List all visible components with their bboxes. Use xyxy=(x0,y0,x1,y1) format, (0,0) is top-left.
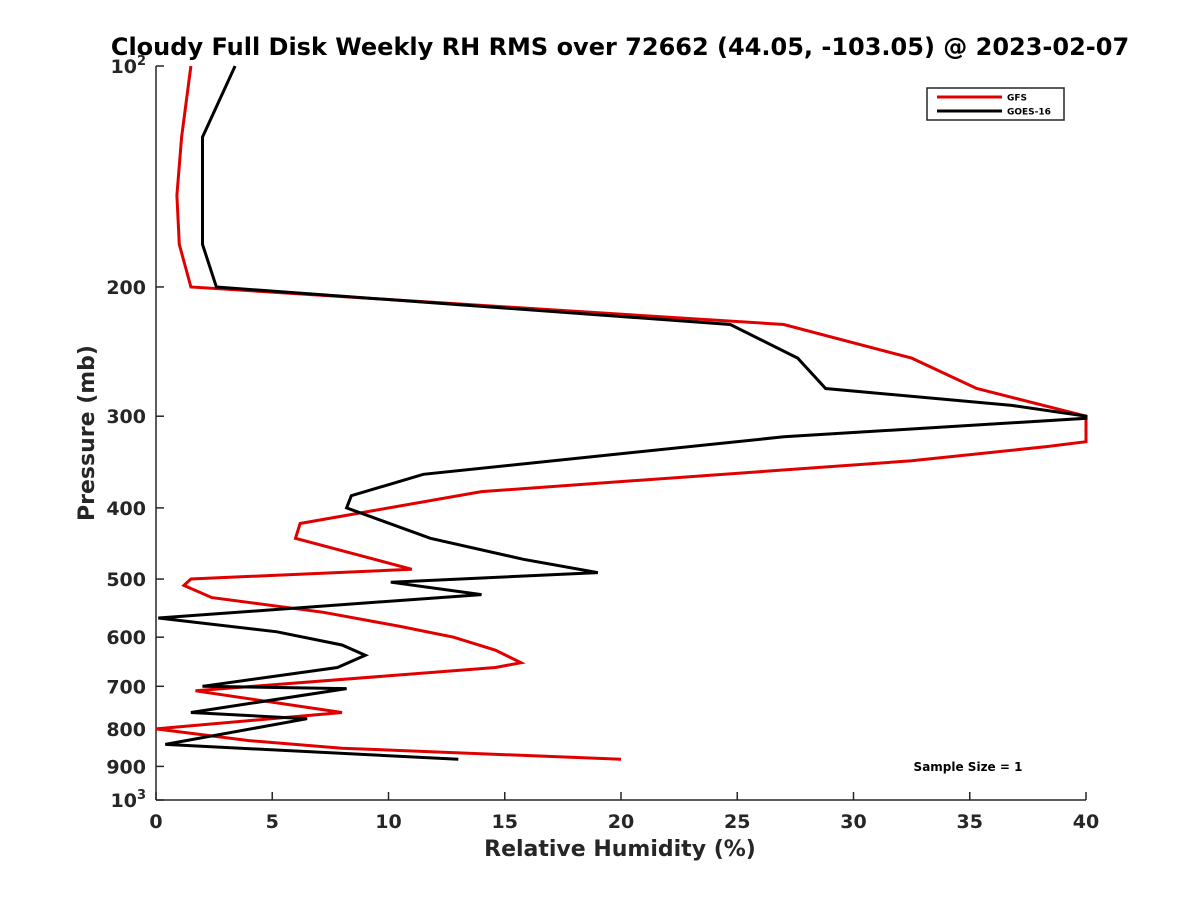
x-tick-label-6: 30 xyxy=(840,811,866,833)
x-tick-label-7: 35 xyxy=(957,811,983,833)
series-line-goes-16 xyxy=(158,65,1088,761)
chart-title: Cloudy Full Disk Weekly RH RMS over 7266… xyxy=(111,33,1129,61)
y-tick-label-5: 600 xyxy=(106,627,146,649)
x-tick-label-0: 0 xyxy=(149,811,162,833)
legend-box xyxy=(926,87,1065,121)
x-tick-label-5: 25 xyxy=(724,811,750,833)
y-tick-label-8: 900 xyxy=(106,756,146,778)
y-tick-label-3: 400 xyxy=(106,498,146,520)
y-axis-label: Pressure (mb) xyxy=(75,345,100,521)
y-tick-label-0: 102 xyxy=(111,54,147,78)
plot-area: 0 5 10 15 20 25 30 35 40 102 200 300 400 500 600 700 800… xyxy=(106,54,1099,833)
x-tick-label-2: 10 xyxy=(375,811,401,833)
x-axis-label: Relative Humidity (%) xyxy=(484,837,756,862)
legend-label-gfs: GFS xyxy=(1007,94,1027,104)
legend: GFS GOES-16 xyxy=(926,87,1065,121)
x-tick-label-8: 40 xyxy=(1073,811,1099,833)
x-tick-label-4: 20 xyxy=(608,811,634,833)
y-tick-label-4: 500 xyxy=(106,569,146,591)
x-tick-label-1: 5 xyxy=(266,811,279,833)
sample-size-annotation: Sample Size = 1 xyxy=(914,760,1023,774)
y-tick-label-9: 103 xyxy=(111,788,147,812)
y-tick-label-2: 300 xyxy=(106,406,146,428)
x-tick-label-3: 15 xyxy=(492,811,518,833)
y-tick-label-7: 800 xyxy=(106,719,146,741)
y-tick-label-6: 700 xyxy=(106,676,146,698)
y-tick-label-1: 200 xyxy=(106,277,146,299)
series-line-gfs xyxy=(155,65,1088,761)
legend-label-goes-16: GOES-16 xyxy=(1007,108,1051,118)
